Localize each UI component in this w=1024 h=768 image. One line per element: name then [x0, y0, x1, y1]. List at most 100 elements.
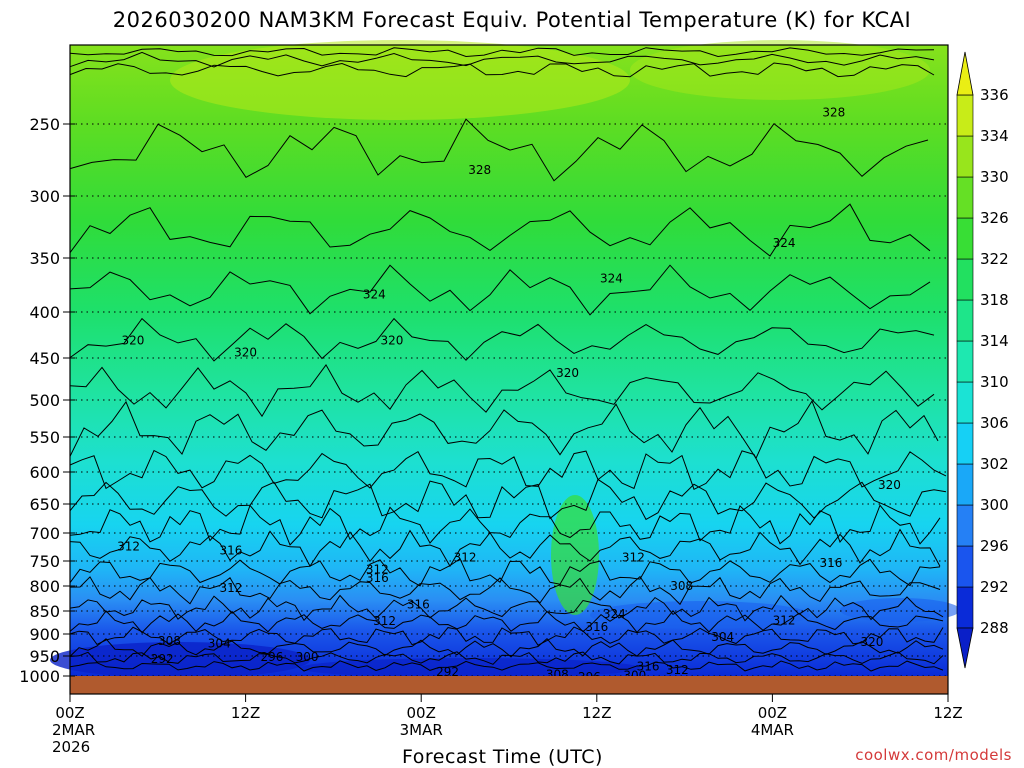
contour-line-5	[69, 203, 931, 257]
contour-label-308: 308	[158, 634, 181, 648]
y-tick-label-900: 900	[29, 625, 60, 644]
contour-label-320: 320	[878, 478, 901, 492]
contour-label-312: 312	[373, 614, 396, 628]
contour-lines	[69, 47, 947, 672]
contour-line-20	[69, 651, 944, 665]
colorbar-swatch-11	[956, 176, 974, 219]
colorbar-swatch-9	[956, 258, 974, 301]
contour-label-308: 308	[670, 579, 693, 593]
colorbar-swatch-13	[956, 94, 974, 137]
contour-label-304: 304	[711, 630, 734, 644]
colorbar-label-336: 336	[980, 86, 1009, 104]
contour-label-304: 304	[208, 637, 231, 651]
cold-pool-west	[50, 642, 310, 678]
x-tick-label-48-2: 4MAR	[751, 721, 794, 739]
y-tick-label-250: 250	[29, 115, 60, 134]
colorbar-swatch-4	[956, 463, 974, 506]
y-tick-label-400: 400	[29, 303, 60, 322]
site-credit: coolwx.com/models	[855, 746, 1012, 764]
contour-line-12	[69, 504, 941, 546]
contour-label-300: 300	[296, 650, 319, 664]
contour-label-316: 316	[819, 556, 842, 570]
contour-line-16	[69, 594, 944, 622]
ground-surface	[70, 676, 948, 694]
contour-label-312: 312	[666, 663, 689, 677]
contour-line-15	[69, 575, 941, 606]
convective-plume	[551, 495, 599, 615]
colorbar-swatch-12	[956, 135, 974, 178]
contour-line-3	[69, 62, 935, 78]
contour-label-320: 320	[380, 334, 403, 348]
colorbar-swatch-7	[956, 340, 974, 383]
contour-line-7	[69, 317, 935, 362]
contour-label-316: 316	[366, 571, 389, 585]
colorbar-swatch-6	[956, 381, 974, 424]
x-tick-label-48-1: 00Z	[758, 704, 787, 722]
colorbar-label-306: 306	[980, 414, 1009, 432]
x-tick-label-0-2: 2MAR	[52, 721, 95, 739]
contour-label-312: 312	[454, 551, 477, 565]
contour-label-320: 320	[121, 334, 144, 348]
y-tick-label-300: 300	[29, 187, 60, 206]
contour-label-316: 316	[585, 620, 608, 634]
contour-label-320: 320	[234, 345, 257, 359]
contour-label-324: 324	[773, 236, 796, 250]
contour-label-312: 312	[366, 563, 389, 577]
colorbar-extend-low	[956, 627, 974, 669]
contour-label-324: 324	[603, 607, 626, 621]
colorbar-label-300: 300	[980, 496, 1009, 514]
contour-line-13	[69, 528, 941, 568]
contour-line-21	[69, 660, 944, 672]
contour-label-316: 316	[407, 598, 430, 612]
contour-line-18	[69, 626, 944, 646]
x-tick-label-60-1: 12Z	[933, 704, 962, 722]
x-tick-label-0-3: 2026	[52, 738, 90, 756]
stable-layer-far-east	[840, 598, 960, 622]
contour-label-292: 292	[436, 665, 459, 679]
y-tick-label-950: 950	[29, 647, 60, 666]
contour-line-8	[69, 363, 935, 418]
y-tick-label-550: 550	[29, 428, 60, 447]
contour-label-292: 292	[151, 652, 174, 666]
contour-label-328: 328	[822, 105, 845, 119]
colorbar-swatch-10	[956, 217, 974, 260]
contour-label-320: 320	[860, 635, 883, 649]
y-tick-label-750: 750	[29, 552, 60, 571]
x-tick-label-36-1: 12Z	[582, 704, 611, 722]
chart-title: 2026030200 NAM3KM Forecast Equiv. Potent…	[112, 8, 912, 32]
colorbar-swatch-1	[956, 586, 974, 629]
contour-line-1	[69, 47, 935, 58]
contour-label-312: 312	[773, 614, 796, 628]
contour-label-316: 316	[637, 659, 660, 673]
colorbar-label-322: 322	[980, 250, 1009, 268]
colorbar-label-302: 302	[980, 455, 1009, 473]
contour-line-19	[69, 637, 944, 658]
colorbar-swatch-5	[956, 422, 974, 465]
y-tick-label-1000: 1000	[19, 667, 60, 686]
x-tick-label-0-1: 00Z	[55, 704, 84, 722]
pressure-axis: 250 300 350 400 450 500 550 600 650 700 750 800 850 9…	[19, 115, 75, 686]
contour-line-9	[69, 399, 939, 460]
contour-label-296: 296	[260, 650, 283, 664]
contour-label-328: 328	[468, 163, 491, 177]
contour-line-2	[69, 51, 935, 68]
upper-warm-core-east	[630, 40, 930, 100]
colorbar-label-326: 326	[980, 209, 1009, 227]
colorbar-label-318: 318	[980, 291, 1009, 309]
colorbar-label-310: 310	[980, 373, 1009, 391]
colorbar-label-314: 314	[980, 332, 1009, 350]
cold-pool-center	[300, 658, 640, 678]
colorbar-label-288: 288	[980, 619, 1009, 637]
colorbar-label-334: 334	[980, 127, 1009, 145]
contour-label-312: 312	[622, 551, 645, 565]
colorbar-swatch-8	[956, 299, 974, 342]
contour-line-4	[69, 118, 929, 182]
y-tick-label-700: 700	[29, 524, 60, 543]
contour-line-10	[69, 449, 947, 490]
contour-line-11	[69, 478, 947, 521]
contour-label-312: 312	[220, 581, 243, 595]
y-tick-label-450: 450	[29, 349, 60, 368]
